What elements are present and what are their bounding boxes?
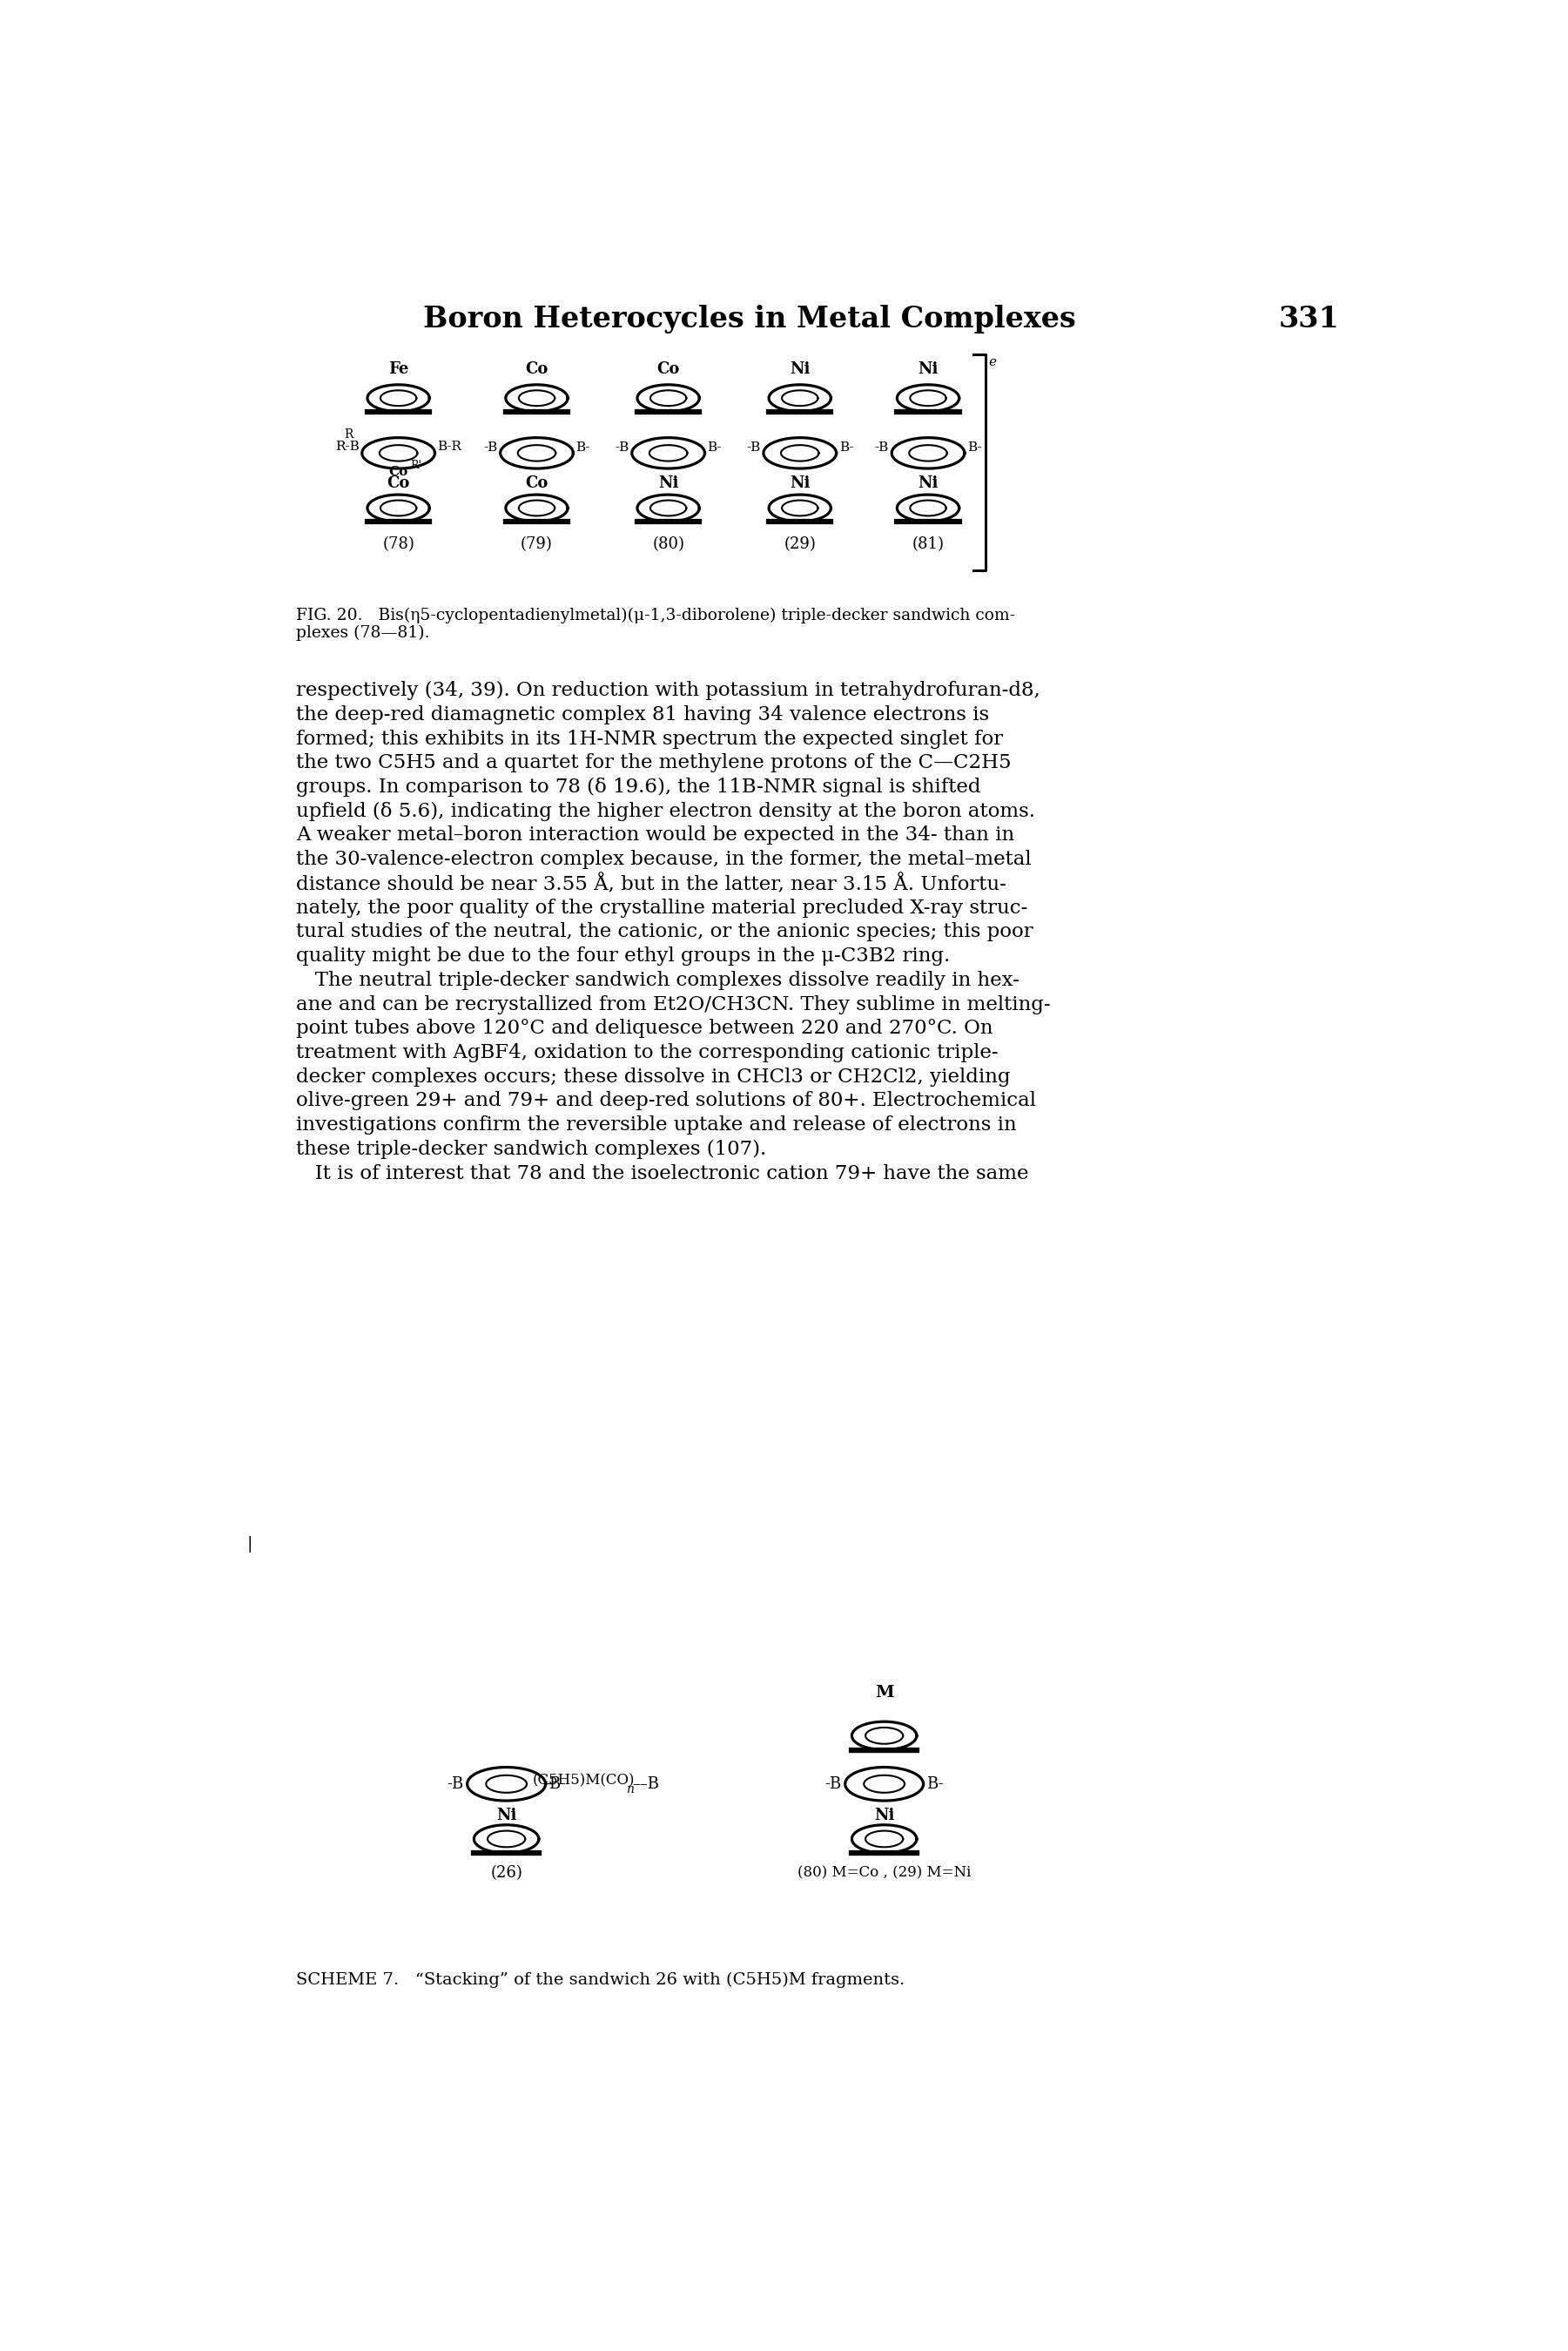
Text: investigations confirm the reversible uptake and release of electrons in: investigations confirm the reversible up… bbox=[296, 1114, 1016, 1136]
Text: Fe: Fe bbox=[389, 362, 409, 376]
Text: plexes (78—81).: plexes (78—81). bbox=[296, 625, 430, 642]
Text: B-: B- bbox=[575, 442, 590, 454]
Text: ––B: ––B bbox=[632, 1775, 660, 1791]
Text: Co: Co bbox=[525, 362, 549, 376]
Text: Ni: Ni bbox=[873, 1808, 894, 1822]
Text: the deep-red diamagnetic complex 81 having 34 valence electrons is: the deep-red diamagnetic complex 81 havi… bbox=[296, 705, 989, 724]
Text: ane and can be recrystallized from Et2O/CH3CN. They sublime in melting-: ane and can be recrystallized from Et2O/… bbox=[296, 994, 1051, 1013]
Text: -B: -B bbox=[447, 1775, 464, 1791]
Text: groups. In comparison to 78 (δ 19.6), the 11B-NMR signal is shifted: groups. In comparison to 78 (δ 19.6), th… bbox=[296, 778, 980, 797]
Text: (C5H5)M(CO): (C5H5)M(CO) bbox=[533, 1773, 635, 1789]
Text: Ni: Ni bbox=[790, 475, 811, 491]
Text: e: e bbox=[988, 355, 996, 369]
Text: Co: Co bbox=[525, 475, 549, 491]
Text: treatment with AgBF4, oxidation to the corresponding cationic triple-: treatment with AgBF4, oxidation to the c… bbox=[296, 1044, 999, 1063]
Text: 331: 331 bbox=[1279, 306, 1339, 334]
Text: -B: -B bbox=[615, 442, 629, 454]
Text: (79): (79) bbox=[521, 536, 554, 552]
Text: -B: -B bbox=[746, 442, 760, 454]
Text: (29): (29) bbox=[784, 536, 815, 552]
Text: (80): (80) bbox=[652, 536, 684, 552]
Text: the two C5H5 and a quartet for the methylene protons of the C—C2H5: the two C5H5 and a quartet for the methy… bbox=[296, 752, 1011, 773]
Text: B-: B- bbox=[927, 1775, 944, 1791]
Text: Ni: Ni bbox=[917, 362, 938, 376]
Text: FIG. 20.   Bis(η5-cyclopentadienylmetal)(μ-1,3-diborolene) triple-decker sandwic: FIG. 20. Bis(η5-cyclopentadienylmetal)(μ… bbox=[296, 607, 1014, 623]
Text: (78): (78) bbox=[383, 536, 414, 552]
Text: B-: B- bbox=[967, 442, 982, 454]
Text: upfield (δ 5.6), indicating the higher electron density at the boron atoms.: upfield (δ 5.6), indicating the higher e… bbox=[296, 802, 1035, 820]
Text: Co: Co bbox=[657, 362, 681, 376]
Text: Ni: Ni bbox=[790, 362, 811, 376]
Text: nately, the poor quality of the crystalline material precluded X-ray struc-: nately, the poor quality of the crystall… bbox=[296, 898, 1027, 917]
Text: B-: B- bbox=[839, 442, 853, 454]
Text: distance should be near 3.55 Å, but in the latter, near 3.15 Å. Unfortu-: distance should be near 3.55 Å, but in t… bbox=[296, 875, 1007, 896]
Text: It is of interest that 78 and the isoelectronic cation 79+ have the same: It is of interest that 78 and the isoele… bbox=[296, 1164, 1029, 1183]
Text: olive-green 29+ and 79+ and deep-red solutions of 80+. Electrochemical: olive-green 29+ and 79+ and deep-red sol… bbox=[296, 1091, 1036, 1110]
Text: |: | bbox=[248, 1535, 252, 1552]
Text: decker complexes occurs; these dissolve in CHCl3 or CH2Cl2, yielding: decker complexes occurs; these dissolve … bbox=[296, 1067, 1010, 1086]
Text: The neutral triple-decker sandwich complexes dissolve readily in hex-: The neutral triple-decker sandwich compl… bbox=[296, 971, 1019, 990]
Text: point tubes above 120°C and deliquesce between 220 and 270°C. On: point tubes above 120°C and deliquesce b… bbox=[296, 1018, 993, 1039]
Text: B-: B- bbox=[549, 1775, 566, 1791]
Text: –: – bbox=[544, 1775, 555, 1794]
Text: A weaker metal–boron interaction would be expected in the 34- than in: A weaker metal–boron interaction would b… bbox=[296, 825, 1014, 844]
Text: M: M bbox=[875, 1683, 894, 1700]
Text: Ni: Ni bbox=[659, 475, 679, 491]
Text: R-B: R-B bbox=[336, 440, 359, 451]
Text: Ni: Ni bbox=[917, 475, 938, 491]
Text: SCHEME 7.   “Stacking” of the sandwich 26 with (C5H5)M fragments.: SCHEME 7. “Stacking” of the sandwich 26 … bbox=[296, 1972, 905, 1987]
Text: the 30-valence-electron complex because, in the former, the metal–metal: the 30-valence-electron complex because,… bbox=[296, 851, 1032, 870]
Text: Co: Co bbox=[389, 465, 408, 477]
Text: quality might be due to the four ethyl groups in the μ-C3B2 ring.: quality might be due to the four ethyl g… bbox=[296, 947, 950, 966]
Text: tural studies of the neutral, the cationic, or the anionic species; this poor: tural studies of the neutral, the cation… bbox=[296, 922, 1033, 940]
Text: Boron Heterocycles in Metal Complexes: Boron Heterocycles in Metal Complexes bbox=[423, 306, 1076, 334]
Text: -B: -B bbox=[483, 442, 497, 454]
Text: n: n bbox=[626, 1784, 633, 1796]
Text: (81): (81) bbox=[913, 536, 944, 552]
Text: these triple-decker sandwich complexes (107).: these triple-decker sandwich complexes (… bbox=[296, 1140, 767, 1159]
Text: -B: -B bbox=[825, 1775, 842, 1791]
Text: R': R' bbox=[411, 458, 422, 470]
Text: (26): (26) bbox=[491, 1864, 522, 1881]
Text: Co: Co bbox=[387, 475, 409, 491]
Text: respectively (34, 39). On reduction with potassium in tetrahydrofuran-d8,: respectively (34, 39). On reduction with… bbox=[296, 682, 1040, 701]
Text: B-R: B-R bbox=[437, 440, 463, 451]
Text: R: R bbox=[343, 428, 353, 440]
Text: Ni: Ni bbox=[495, 1808, 516, 1822]
Text: formed; this exhibits in its 1H-NMR spectrum the expected singlet for: formed; this exhibits in its 1H-NMR spec… bbox=[296, 729, 1004, 748]
Text: B-: B- bbox=[707, 442, 721, 454]
Text: (80) M=Co , (29) M=Ni: (80) M=Co , (29) M=Ni bbox=[798, 1864, 971, 1881]
Text: -B: -B bbox=[875, 442, 889, 454]
